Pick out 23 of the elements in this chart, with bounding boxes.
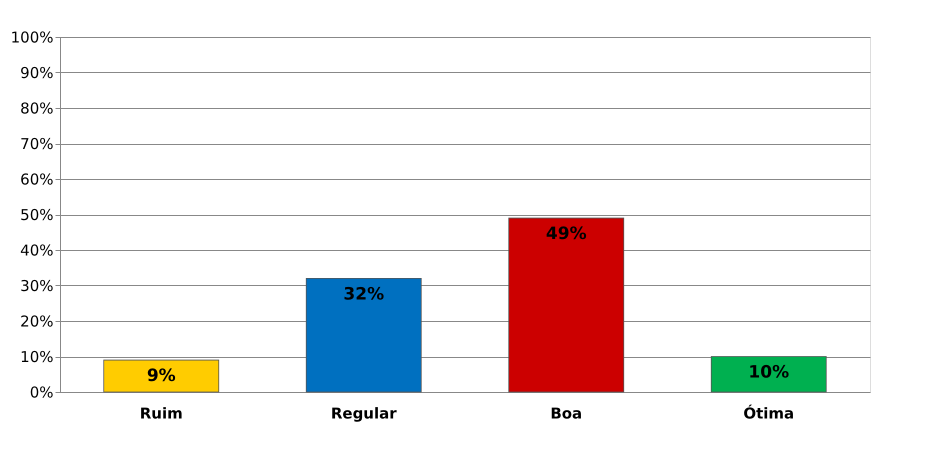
data-label: 32% [343, 284, 384, 304]
data-label: 49% [546, 224, 587, 244]
x-tick-label: Ruim [140, 404, 183, 422]
y-tick-label: 10% [20, 348, 54, 366]
y-tick-label: 20% [20, 312, 54, 330]
x-tick-label: Boa [550, 404, 582, 422]
x-tick-label: Regular [330, 404, 398, 422]
data-label: 10% [748, 362, 790, 382]
bar [508, 218, 624, 392]
y-tick-label: 30% [20, 277, 54, 295]
y-tick-label: 0% [30, 384, 54, 402]
y-tick-label: 100% [10, 28, 54, 46]
y-tick-label: 70% [20, 135, 54, 153]
bar [710, 356, 827, 392]
bar [103, 360, 220, 392]
y-tick-label: 80% [20, 100, 54, 118]
bar [306, 278, 422, 392]
y-tick-label: 60% [20, 170, 54, 188]
x-tick-label: Ótima [743, 404, 794, 422]
y-tick-label: 90% [20, 64, 54, 82]
y-tick-label: 40% [20, 242, 54, 260]
y-tick-label: 50% [20, 206, 54, 224]
data-label: 9% [146, 366, 176, 386]
